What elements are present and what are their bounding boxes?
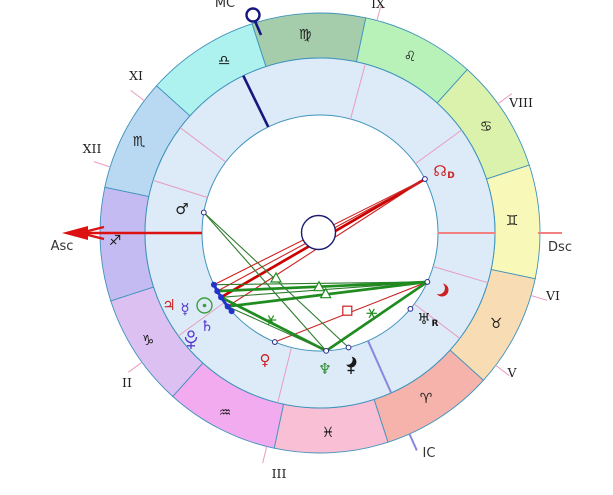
center-hub [300,214,337,251]
aspect-sextile-saturn-neptune [227,305,327,352]
mc-marker-stem [253,20,263,36]
house-cusp-outer-XII [93,161,111,168]
planet-glyph-northnode-suffix: D [447,171,454,181]
house-label-IX: IX [371,0,385,11]
sign-glyph-sagittarius: ♐ [109,233,122,249]
square-symbol [342,305,353,316]
planet-glyph-mercury: ☿ [180,300,189,318]
mc-marker-circle [245,7,261,23]
planet-glyph-venus: ♀ [260,351,271,369]
sign-glyph-virgo: ♍ [299,27,312,43]
trine-symbol [312,280,326,292]
house-label-II: II [122,375,132,390]
axis-label-dsc: Dsc [548,240,572,255]
axis-label-mc: MC [215,0,235,11]
house-cusp-inner-VIII [415,129,462,165]
house-cusp-outer-VI [530,295,548,301]
asc-arrowhead [62,226,88,240]
axis-label-asc: Asc [51,239,74,254]
house-label-XII: XII [83,141,102,156]
sign-glyph-leo: ♌ [404,49,417,65]
house-cusp-inner-III [277,347,292,403]
sextile-symbol [366,308,377,319]
house-label-V: V [506,365,517,380]
house-label-III: III [272,466,287,481]
mc-line-inner [242,75,270,128]
planet-glyph-neptune: ♆ [318,360,331,378]
planet-glyph-uranus-suffix: R [432,319,439,329]
house-label-XI: XI [129,68,143,83]
planet-anchor-mercury [214,288,221,295]
planet-anchor-sun [218,294,225,301]
sign-glyph-gemini: ♊ [506,213,519,229]
planet-glyph-mars: ♂ [175,200,188,218]
sextile-symbol [265,315,277,325]
sign-glyph-aries: ♈ [420,391,433,407]
sign-glyph-capricorn: ♑ [142,333,155,349]
house-cusp-outer-V [495,364,510,377]
house-cusp-outer-IX [376,3,382,21]
planet-anchor-northnode [422,176,428,182]
trine-symbol [319,287,332,299]
planet-glyph-pluto [187,330,195,338]
house-label-VIII: VIII [508,95,533,110]
planet-glyph-saturn: ♄ [200,317,213,335]
planet-glyph-sun-dot [202,303,207,308]
house-cusp-outer-III [262,446,268,464]
house-cusp-inner-V [413,303,461,339]
aspect-sextile-moon-neptune [325,280,429,352]
aspect-sextile-mars-neptune [203,212,327,352]
planet-glyph-sun [196,297,213,314]
planet-anchor-lilith [345,344,352,351]
sign-glyph-aquarius: ♒ [219,405,232,421]
house-cusp-inner-II [178,301,225,337]
house-cusp-inner-XII [152,179,208,198]
planet-anchor-pluto [228,308,235,315]
sign-glyph-scorpio: ♏ [133,134,146,150]
sign-glyph-pisces: ♓ [322,425,335,441]
planet-glyph-pluto-cup [184,336,198,344]
sign-glyph-libra: ♎ [218,53,231,69]
sign-glyph-taurus: ♉ [490,316,503,332]
house-cusp-outer-II [127,361,143,373]
planet-anchor-moon [424,279,431,285]
house-cusp-outer-XI [130,89,145,102]
trine-symbol [269,271,283,283]
house-label-VI: VI [545,288,560,303]
planet-anchor-venus [271,339,278,345]
sign-glyph-cancer: ♋ [480,119,493,135]
planet-glyph-moon-mask [432,282,445,295]
planet-anchor-mars [200,209,207,216]
house-cusp-inner-VI [432,266,488,284]
house-cusp-inner-IX [350,63,366,120]
ic-line-outer [408,433,418,451]
planet-glyph-lilith-mask [342,354,353,365]
planet-anchor-jupiter [210,281,217,288]
aspect-trine-sun-moon [220,281,428,298]
asc-arrow-chevron [79,225,105,241]
planet-glyph-uranus: ♅ [417,310,430,328]
axis-label-ic: IC [423,446,436,461]
house-cusp-outer-VIII [497,93,513,105]
planet-anchor-neptune [323,347,330,354]
planet-anchor-uranus [407,305,414,312]
sextile-spoke [368,308,375,319]
planet-anchor-saturn [224,303,231,310]
house-cusp-inner-XI [179,127,227,163]
ic-line-inner [367,340,393,394]
sextile-spoke [267,315,275,325]
planet-glyph-northnode: ☊ [433,162,446,180]
planet-glyph-jupiter: ♃ [162,296,175,314]
